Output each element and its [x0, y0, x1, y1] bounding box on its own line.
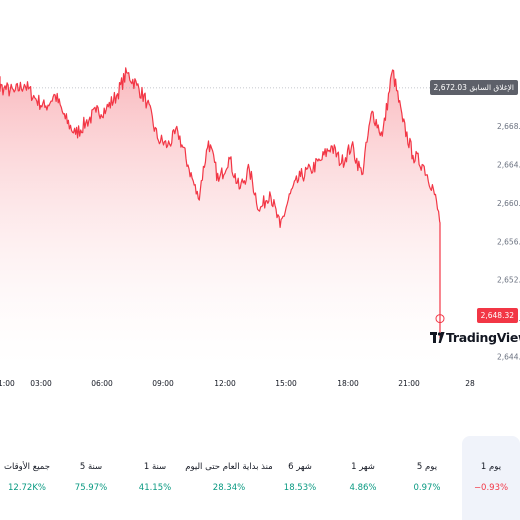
- x-tick-label: 06:00: [91, 379, 113, 388]
- x-tick-label: 15:00: [275, 379, 297, 388]
- tradingview-watermark: TradingView: [430, 330, 520, 345]
- price-area-fill: [0, 67, 440, 366]
- previous-close-tag: الإغلاق السابق 2,672.03: [429, 80, 518, 96]
- y-tick-label: 2,644.00: [497, 353, 520, 362]
- period-tab[interactable]: منذ بداية العام حتى اليوم 28.34%: [181, 436, 277, 520]
- period-label: منذ بداية العام حتى اليوم: [185, 462, 273, 472]
- x-tick-label: 09:00: [152, 379, 174, 388]
- period-change-value: 12.72K%: [8, 483, 46, 493]
- period-label: 1 شهر: [351, 462, 375, 472]
- y-tick-label: 2,660.00: [497, 199, 520, 208]
- period-tab[interactable]: 5 سنة 75.97%: [61, 436, 121, 520]
- y-tick-label: 2,668.00: [497, 122, 520, 131]
- last-price-marker: [435, 314, 445, 324]
- tradingview-logo-icon: [430, 331, 445, 343]
- x-tick-label: 03:00: [30, 379, 52, 388]
- period-change-value: 4.86%: [349, 483, 377, 493]
- period-tab[interactable]: 5 يوم 0.97%: [397, 436, 457, 520]
- period-label: 1 يوم: [480, 462, 502, 472]
- last-price-value: 2,648.32: [480, 311, 514, 321]
- period-change-value: 75.97%: [74, 483, 108, 493]
- period-label: 6 شهر: [288, 462, 312, 472]
- period-tab[interactable]: 1 شهر 4.86%: [333, 436, 393, 520]
- performance-periods: 1 يوم −0.93% 5 يوم 0.97% 1 شهر 4.86% 6 شهر 18.5…: [0, 436, 520, 520]
- price-chart[interactable]: 2,644.002,648.002,652.002,656.002,660.00…: [0, 0, 520, 395]
- y-tick-label: 2,664.00: [497, 161, 520, 170]
- period-label: جميع الأوقات: [4, 462, 50, 472]
- period-tab[interactable]: 1 سنة 41.15%: [125, 436, 185, 520]
- y-tick-label: 2,652.00: [497, 276, 520, 285]
- period-change-value: 0.97%: [413, 483, 441, 493]
- period-tab[interactable]: 1 يوم −0.93%: [462, 436, 520, 520]
- period-change-value: 18.53%: [283, 483, 317, 493]
- previous-close-label: الإغلاق السابق: [469, 83, 514, 93]
- tradingview-wordmark: TradingView: [446, 330, 520, 345]
- period-tab[interactable]: جميع الأوقات 12.72K%: [0, 436, 57, 520]
- x-tick-label: 18:00: [337, 379, 359, 388]
- x-tick-label: 21:00: [398, 379, 420, 388]
- period-change-value: 41.15%: [138, 483, 172, 493]
- x-tick-label: 28: [465, 379, 475, 388]
- previous-close-value: 2,672.03: [433, 83, 467, 93]
- period-label: 5 يوم: [416, 462, 438, 472]
- period-tab[interactable]: 6 شهر 18.53%: [270, 436, 330, 520]
- period-change-value: 28.34%: [212, 483, 246, 493]
- chart-canvas[interactable]: 2,644.002,648.002,652.002,656.002,660.00…: [0, 0, 520, 395]
- price-line: [0, 67, 441, 339]
- period-label: 5 سنة: [79, 462, 103, 472]
- period-label: 1 سنة: [143, 462, 167, 472]
- y-tick-label: 2,656.00: [497, 237, 520, 246]
- period-change-value: −0.93%: [473, 483, 509, 493]
- last-price-tag: 2,648.32: [476, 308, 518, 324]
- x-tick-label: 01:00: [0, 379, 15, 388]
- x-tick-label: 12:00: [214, 379, 236, 388]
